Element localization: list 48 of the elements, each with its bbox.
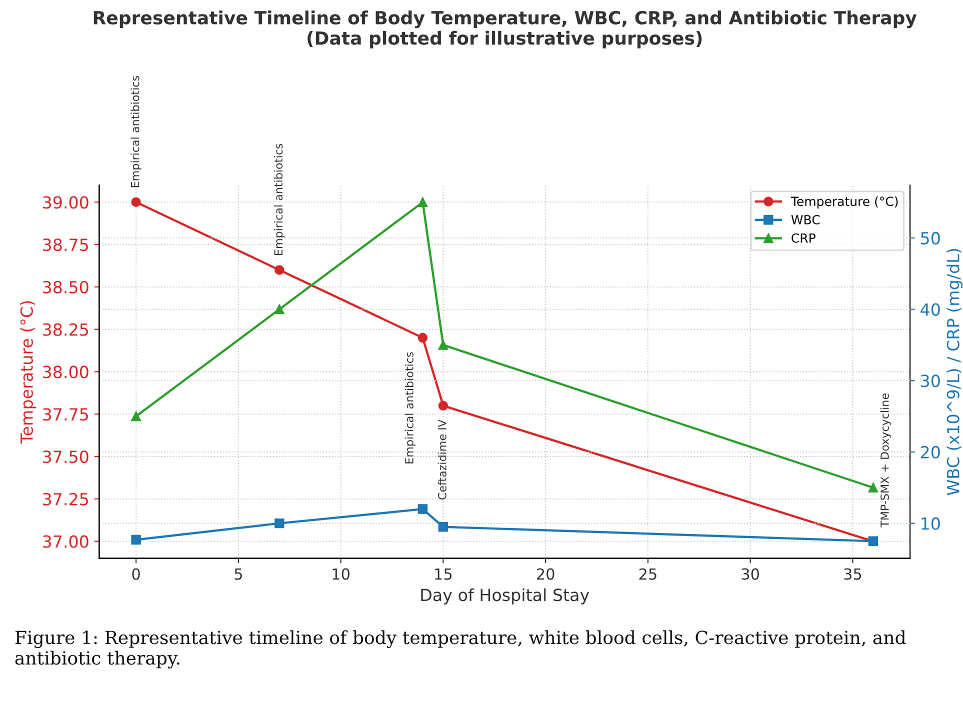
y-tick-label: 37.00 <box>43 535 88 548</box>
x-tick-label: 10 <box>332 568 350 580</box>
x-tick-label: 30 <box>742 568 760 580</box>
x-tick-label: 15 <box>435 568 452 580</box>
point <box>274 265 284 275</box>
x-tick-label: 0 <box>132 568 140 580</box>
y-axis-title: Temperature (°C) <box>20 301 36 444</box>
x-tick-label: 35 <box>844 568 862 580</box>
y-tick-label: 37.50 <box>43 450 88 464</box>
point <box>418 197 428 208</box>
annotation: Empirical antibiotics <box>404 352 416 464</box>
y2-tick-label: 10 <box>922 517 940 530</box>
point <box>438 340 448 350</box>
y-tick-label: 37.75 <box>43 408 88 421</box>
point <box>131 197 141 207</box>
point <box>868 482 878 493</box>
y2-tick-label: 20 <box>920 446 940 459</box>
y-tick-label: 38.75 <box>43 238 88 252</box>
point <box>418 504 428 514</box>
y-tick-label: 38.25 <box>43 323 88 336</box>
legend-label: WBC <box>791 214 820 224</box>
point <box>274 518 284 528</box>
y2-tick-label: 40 <box>920 303 940 316</box>
x-tick-label: 25 <box>639 568 656 580</box>
y2-tick-label: 30 <box>921 374 940 388</box>
caption: Figure 1: Representative timeline of body temperature, white blood cells, C-reactive protein, and antibiotic therapy. <box>15 630 906 669</box>
point <box>131 534 141 545</box>
y2-tick-label: 50 <box>921 232 940 245</box>
legend-label: CRP <box>792 233 816 243</box>
y-tick-label: 39.00 <box>43 196 88 209</box>
annotation: TMP-SMX + Doxycycline <box>880 394 892 528</box>
annotation: Ceftazidime IV <box>438 420 446 500</box>
point <box>438 400 448 410</box>
y-tick-label: 37.25 <box>43 492 88 506</box>
point <box>438 522 448 532</box>
y-tick-label: 38.50 <box>43 280 88 294</box>
x-tick-label: 5 <box>234 568 242 580</box>
y-tick-label: 38.00 <box>43 366 88 378</box>
point <box>131 411 141 422</box>
legend-label: Temperature (°C) <box>790 196 898 208</box>
point <box>274 304 284 314</box>
x-tick-label: 20 <box>536 568 554 580</box>
point <box>418 332 428 343</box>
chart-title: Representative Timeline of Body Temperature, WBC, CRP, and Antibiotic Therapy (Data plotted for illustrative purposes) <box>94 10 917 48</box>
y2-axis-title: WBC (x10^9/L) / CRP (mg/dL) <box>946 249 963 496</box>
annotation: Empirical antibiotics <box>130 76 142 188</box>
annotation: Empirical antibiotics <box>274 144 285 255</box>
x-axis-title: Day of Hospital Stay <box>421 588 590 604</box>
